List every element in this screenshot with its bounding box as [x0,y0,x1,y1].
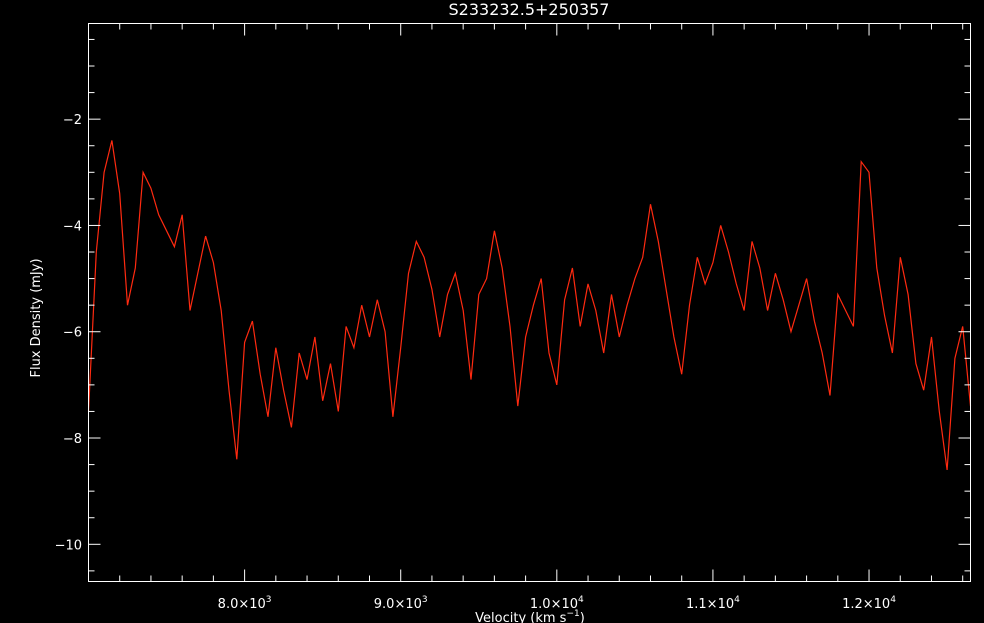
x-axis-label: Velocity (km s−1) [475,609,585,623]
x-tick-exponent: 3 [422,595,428,605]
x-tick-mantissa: 1.1×10 [686,597,734,612]
x-tick-mantissa: 1.2×10 [842,597,890,612]
chart-title: S233232.5+250357 [449,0,610,19]
x-tick-mantissa: 9.0×10 [374,597,422,612]
y-tick-label: −10 [55,538,82,553]
x-tick-label: 1.0×104 [530,595,584,612]
x-tick-label: 9.0×103 [374,595,428,612]
y-tick-label: −2 [63,113,82,128]
y-tick-label: −6 [63,326,82,341]
x-tick-label: 1.2×104 [842,595,896,612]
x-tick-exponent: 4 [734,595,740,605]
plot-area: 8.0×103 9.0×103 1.0×104 1.1×104 1.2×104−2−4−… [55,23,972,612]
plot-frame [88,23,971,582]
y-tick-label: −8 [63,432,82,447]
x-tick-label: 1.1×104 [686,595,740,612]
series-line-0 [87,140,972,470]
y-tick-label: −4 [63,219,82,234]
x-tick-label: 8.0×103 [218,595,272,612]
x-tick-mantissa: 8.0×10 [218,597,266,612]
x-axis-label-main: Velocity (km s [475,611,567,623]
x-axis-label-exponent: −1 [566,609,579,619]
x-tick-exponent: 3 [266,595,272,605]
x-tick-exponent: 4 [890,595,896,605]
x-tick-exponent: 4 [578,595,584,605]
y-axis-label: Flux Density (mJy) [29,258,44,377]
x-tick-mantissa: 1.0×10 [530,597,578,612]
x-axis-label-close: ) [580,611,585,623]
